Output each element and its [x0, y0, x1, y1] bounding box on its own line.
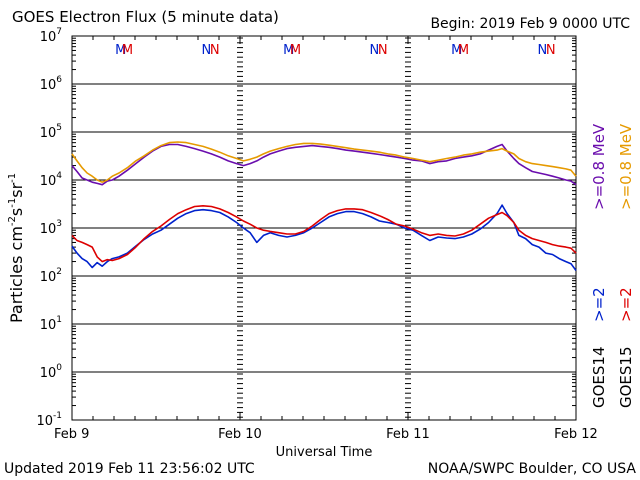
- mn-marker: M: [458, 43, 469, 58]
- y-tick-label: 106: [40, 75, 63, 93]
- chart-title: GOES Electron Flux (5 minute data): [12, 8, 279, 26]
- y-tick-exponent: 7: [56, 27, 62, 37]
- y-tick-label: 105: [40, 123, 62, 141]
- mn-marker: M: [290, 43, 301, 58]
- mn-marker: N: [370, 43, 380, 58]
- y-tick-exponent: 2: [56, 267, 62, 277]
- legend-goes15-2mev: >=2: [617, 287, 635, 322]
- y-label-exponent: -2: [7, 216, 18, 226]
- y-tick-exponent: -1: [53, 411, 62, 421]
- series-line: [71, 204, 577, 271]
- x-tick-label: Feb 11: [386, 427, 430, 442]
- y-tick-label: 103: [40, 219, 62, 237]
- x-tick-label: Feb 12: [554, 427, 598, 442]
- y-tick-exponent: 4: [56, 171, 62, 181]
- y-tick-exponent: 6: [56, 75, 62, 85]
- y-tick-label: 102: [40, 267, 62, 285]
- mn-marker: N: [378, 43, 388, 58]
- mn-marker: M: [451, 43, 462, 58]
- y-tick-label: 100: [40, 363, 63, 381]
- y-tick-label: 104: [40, 171, 63, 189]
- mn-marker: N: [210, 43, 220, 58]
- y-label-unit: sr: [7, 182, 26, 197]
- y-tick-label: 101: [40, 315, 62, 333]
- x-tick-label: Feb 9: [54, 427, 89, 442]
- legend-goes14-2mev: >=2: [590, 287, 608, 322]
- mn-marker: N: [546, 43, 556, 58]
- mn-marker: M: [283, 43, 294, 58]
- y-label-exponent: -1: [7, 173, 18, 183]
- x-axis-label: Universal Time: [276, 445, 373, 460]
- begin-time: Begin: 2019 Feb 9 0000 UTC: [430, 16, 630, 32]
- x-tick-label: Feb 10: [218, 427, 262, 442]
- legend-goes15: GOES15: [617, 346, 635, 408]
- y-tick-exponent: 5: [56, 123, 62, 133]
- y-label-unit: s: [7, 208, 26, 216]
- mn-marker: M: [115, 43, 126, 58]
- y-tick-exponent: 1: [56, 315, 62, 325]
- legend-goes14-08mev: >=0.8 MeV: [590, 123, 608, 210]
- mn-marker: M: [122, 43, 133, 58]
- series-line: [71, 143, 577, 186]
- legend-goes15-08mev: >=0.8 MeV: [617, 123, 635, 210]
- y-tick-exponent: 3: [56, 219, 62, 229]
- y-axis-label: Particles cm-2s-1sr-1: [7, 173, 26, 323]
- updated-timestamp: Updated 2019 Feb 11 23:56:02 UTC: [4, 461, 255, 477]
- y-tick-label: 107: [40, 27, 62, 45]
- series-line: [71, 205, 577, 263]
- legend-goes14: GOES14: [590, 346, 608, 408]
- y-tick-exponent: 0: [56, 363, 62, 373]
- y-label-exponent: -1: [7, 198, 18, 208]
- series-line: [71, 141, 577, 183]
- agency-credit: NOAA/SWPC Boulder, CO USA: [427, 461, 636, 477]
- mn-marker: N: [202, 43, 212, 58]
- mn-marker: N: [538, 43, 548, 58]
